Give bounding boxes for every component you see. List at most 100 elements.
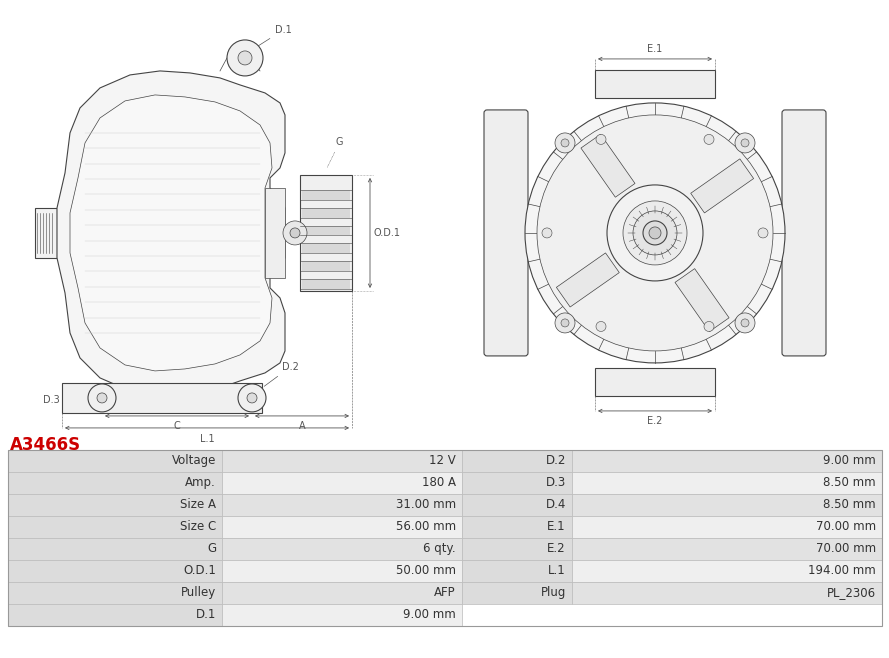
- Bar: [8, 516, 222, 538]
- Bar: [572, 516, 882, 538]
- Bar: [35, 208, 57, 258]
- Text: E.2: E.2: [548, 542, 566, 555]
- Bar: [462, 472, 572, 494]
- Circle shape: [247, 393, 257, 403]
- Bar: [222, 472, 462, 494]
- Polygon shape: [581, 134, 635, 197]
- Text: A3466S: A3466S: [10, 436, 81, 454]
- Bar: [572, 472, 882, 494]
- Text: 12 V: 12 V: [429, 454, 456, 467]
- Circle shape: [596, 134, 606, 144]
- Bar: [302, 190, 350, 199]
- Text: 8.50 mm: 8.50 mm: [823, 476, 876, 490]
- Text: D.3: D.3: [44, 395, 60, 405]
- Circle shape: [607, 185, 703, 281]
- Text: 70.00 mm: 70.00 mm: [816, 542, 876, 555]
- Text: 9.00 mm: 9.00 mm: [404, 609, 456, 621]
- Text: E.1: E.1: [548, 520, 566, 534]
- Bar: [462, 560, 572, 582]
- Bar: [8, 582, 222, 604]
- Text: D.4: D.4: [546, 498, 566, 511]
- Bar: [572, 538, 882, 560]
- Circle shape: [649, 227, 661, 239]
- Bar: [8, 449, 882, 626]
- Circle shape: [704, 322, 714, 332]
- Text: O.D.1: O.D.1: [183, 565, 216, 577]
- Text: 50.00 mm: 50.00 mm: [396, 565, 456, 577]
- Text: 70.00 mm: 70.00 mm: [816, 520, 876, 534]
- Bar: [302, 243, 350, 253]
- Bar: [222, 560, 462, 582]
- Polygon shape: [57, 71, 285, 395]
- Circle shape: [97, 393, 107, 403]
- Bar: [222, 582, 462, 604]
- Text: D.1: D.1: [257, 25, 292, 47]
- Circle shape: [555, 133, 575, 153]
- Bar: [8, 472, 222, 494]
- Circle shape: [555, 313, 575, 333]
- Bar: [222, 516, 462, 538]
- Text: L.1: L.1: [200, 434, 214, 444]
- Text: Pulley: Pulley: [180, 586, 216, 599]
- FancyBboxPatch shape: [782, 110, 826, 356]
- Text: AFP: AFP: [435, 586, 456, 599]
- Text: L.1: L.1: [549, 565, 566, 577]
- Bar: [8, 449, 222, 472]
- Bar: [8, 538, 222, 560]
- Text: G: G: [207, 542, 216, 555]
- Circle shape: [735, 133, 755, 153]
- Text: D.3: D.3: [546, 476, 566, 490]
- Polygon shape: [675, 268, 729, 332]
- Circle shape: [633, 211, 677, 255]
- Bar: [62, 383, 262, 413]
- Bar: [302, 261, 350, 271]
- Bar: [302, 226, 350, 236]
- Circle shape: [741, 319, 749, 327]
- Text: PL_2306: PL_2306: [827, 586, 876, 599]
- Bar: [462, 449, 572, 472]
- Text: 9.00 mm: 9.00 mm: [823, 454, 876, 467]
- Circle shape: [525, 103, 785, 363]
- Circle shape: [561, 319, 569, 327]
- Bar: [302, 208, 350, 218]
- Text: 8.50 mm: 8.50 mm: [823, 498, 876, 511]
- Text: Voltage: Voltage: [172, 454, 216, 467]
- Circle shape: [227, 40, 263, 76]
- Text: A: A: [299, 421, 305, 431]
- Bar: [462, 582, 572, 604]
- Text: Size C: Size C: [180, 520, 216, 534]
- Circle shape: [596, 322, 606, 332]
- Text: D.2: D.2: [546, 454, 566, 467]
- FancyBboxPatch shape: [484, 110, 528, 356]
- Polygon shape: [70, 95, 272, 371]
- Text: E.2: E.2: [647, 416, 662, 426]
- Bar: [572, 560, 882, 582]
- Polygon shape: [691, 159, 754, 213]
- Bar: [222, 538, 462, 560]
- Text: 180 A: 180 A: [422, 476, 456, 490]
- Circle shape: [623, 201, 687, 265]
- Text: G: G: [327, 137, 343, 167]
- Circle shape: [741, 139, 749, 147]
- Circle shape: [542, 228, 552, 238]
- Bar: [222, 494, 462, 516]
- Circle shape: [735, 313, 755, 333]
- Bar: [572, 494, 882, 516]
- Circle shape: [238, 51, 252, 65]
- Bar: [462, 516, 572, 538]
- Bar: [462, 494, 572, 516]
- Text: D.2: D.2: [264, 362, 299, 386]
- Bar: [222, 604, 462, 626]
- Circle shape: [643, 221, 667, 245]
- Bar: [302, 279, 350, 289]
- Bar: [462, 538, 572, 560]
- Text: 31.00 mm: 31.00 mm: [396, 498, 456, 511]
- Bar: [222, 449, 462, 472]
- Bar: [572, 449, 882, 472]
- Text: D.1: D.1: [196, 609, 216, 621]
- Text: Plug: Plug: [541, 586, 566, 599]
- Bar: [300, 175, 352, 291]
- Text: Size A: Size A: [180, 498, 216, 511]
- Bar: [8, 494, 222, 516]
- Polygon shape: [557, 253, 620, 307]
